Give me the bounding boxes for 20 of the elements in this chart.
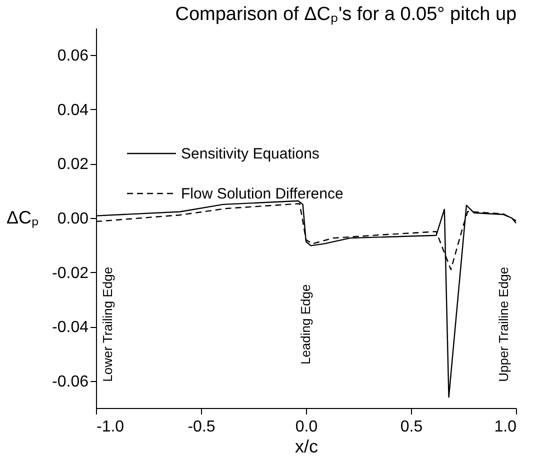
x-axis-title: x/c: [294, 436, 318, 456]
y-tick-label: 0.00: [57, 210, 89, 228]
x-tick-label: 1.0: [494, 418, 517, 436]
legend-label: Sensitivity Equations: [181, 146, 320, 162]
y-tick-label: 0.02: [57, 156, 89, 174]
x-tick-label: 0.5: [400, 418, 423, 436]
y-tick-label: -0.02: [52, 264, 89, 282]
chart-title: Comparison of ΔCₚ's for a 0.05° pitch up: [175, 4, 517, 25]
x-tick-label: -0.5: [188, 418, 216, 436]
legend-label: Flow Solution Difference: [181, 186, 344, 202]
annotation: Lower Trailing Edge: [100, 266, 115, 382]
x-tick-label: -1.0: [96, 418, 124, 436]
x-tick-label: 0.0: [295, 418, 318, 436]
y-tick-label: 0.04: [57, 102, 89, 119]
y-tick-label: 0.06: [57, 48, 89, 65]
y-tick-label: -0.04: [52, 319, 89, 336]
annotation: Upper Trailine Edge: [496, 266, 511, 382]
y-axis-title: ΔCₚ: [6, 208, 38, 228]
y-tick-label: -0.06: [52, 373, 89, 390]
annotation: Leading Edge: [298, 284, 313, 365]
